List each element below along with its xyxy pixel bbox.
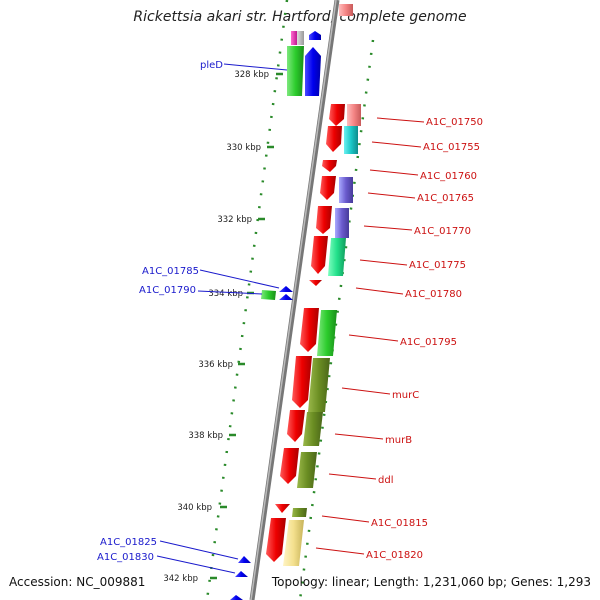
leader-A1C_01830 xyxy=(156,555,236,574)
leader-pleD xyxy=(223,63,288,71)
gene-red-A1C_01820[interactable] xyxy=(266,518,286,562)
label-A1C_01750[interactable]: A1C_01750 xyxy=(426,117,483,128)
leader-A1C_01825 xyxy=(159,540,239,560)
label-A1C_01785[interactable]: A1C_01785 xyxy=(142,266,199,277)
leader-murB xyxy=(334,433,384,440)
leader-A1C_01775 xyxy=(359,259,408,266)
gene-bottom-blue[interactable] xyxy=(230,595,243,600)
left-leader-lines xyxy=(156,63,288,574)
left-gene-labels: pleD A1C_01785 A1C_01790 A1C_01825 A1C_0… xyxy=(97,60,223,563)
gene-A1C_01790-b[interactable] xyxy=(279,294,293,300)
label-murC[interactable]: murC xyxy=(392,390,419,401)
right-leader-lines xyxy=(315,117,425,555)
gene-small-magenta xyxy=(291,31,297,45)
gene-cyan-A1C_01755[interactable] xyxy=(344,126,358,154)
right-gene-labels: A1C_01750 A1C_01755 A1C_01760 A1C_01765 … xyxy=(366,117,483,561)
leader-A1C_01795 xyxy=(348,334,399,342)
gene-olive-A1C_01815[interactable] xyxy=(292,508,307,517)
gene-A1C_01780[interactable] xyxy=(309,280,322,286)
gene-olive-ddl[interactable] xyxy=(297,452,317,488)
leader-A1C_01765 xyxy=(367,192,416,199)
leader-A1C_01755 xyxy=(371,141,422,148)
label-A1C_01820[interactable]: A1C_01820 xyxy=(366,550,423,561)
label-murB[interactable]: murB xyxy=(385,435,412,446)
gene-cream-A1C_01820[interactable] xyxy=(283,520,304,566)
label-ddl[interactable]: ddl xyxy=(378,475,393,486)
label-A1C_01775[interactable]: A1C_01775 xyxy=(409,260,466,271)
reverse-strand-genes xyxy=(266,4,361,566)
tick-label-342: 342 kbp xyxy=(163,574,198,584)
label-A1C_01770[interactable]: A1C_01770 xyxy=(414,226,471,237)
leader-ddl xyxy=(328,473,377,480)
tick-label-336: 336 kbp xyxy=(198,360,233,370)
tick-label-330: 330 kbp xyxy=(226,143,261,153)
gene-pink-A1C_01750[interactable] xyxy=(347,104,361,126)
map-title: Rickettsia akari str. Hartford, complete… xyxy=(133,9,467,25)
label-pleD[interactable]: pleD xyxy=(200,60,223,71)
gene-red-A1C_01765[interactable] xyxy=(320,176,336,200)
gene-purple-A1C_01765[interactable] xyxy=(339,177,353,203)
gene-pleD[interactable] xyxy=(287,46,304,96)
gene-A1C_01790[interactable] xyxy=(261,290,276,300)
leader-A1C_01780 xyxy=(355,287,404,295)
label-A1C_01830[interactable]: A1C_01830 xyxy=(97,552,154,563)
tick-label-332: 332 kbp xyxy=(217,215,252,225)
leader-A1C_01785 xyxy=(199,269,280,289)
leader-A1C_01790 xyxy=(197,290,263,295)
gene-red-A1C_01750[interactable] xyxy=(329,104,345,126)
tick-label-340: 340 kbp xyxy=(177,503,212,513)
gene-red-A1C_01770[interactable] xyxy=(316,206,332,234)
leader-A1C_01815 xyxy=(321,515,370,523)
label-A1C_01760[interactable]: A1C_01760 xyxy=(420,171,477,182)
gene-A1C_01830[interactable] xyxy=(235,571,248,577)
gene-mint-A1C_01775[interactable] xyxy=(328,238,346,276)
gene-olive-murC[interactable] xyxy=(308,358,330,412)
accession-text: Accession: NC_009881 xyxy=(9,575,146,589)
tick-label-328: 328 kbp xyxy=(234,70,269,80)
label-A1C_01795[interactable]: A1C_01795 xyxy=(400,337,457,348)
gene-green-A1C_01795[interactable] xyxy=(317,310,337,356)
label-A1C_01825[interactable]: A1C_01825 xyxy=(100,537,157,548)
leader-A1C_01770 xyxy=(363,225,413,231)
gene-red-A1C_01775[interactable] xyxy=(311,236,328,274)
tick-label-334: 334 kbp xyxy=(208,289,243,299)
label-A1C_01790[interactable]: A1C_01790 xyxy=(139,285,196,296)
label-A1C_01765[interactable]: A1C_01765 xyxy=(417,193,474,204)
gene-A1C_01785[interactable] xyxy=(279,286,293,292)
forward-strand-genes xyxy=(230,31,321,600)
gene-A1C_01815[interactable] xyxy=(275,504,290,513)
gene-purple-A1C_01770[interactable] xyxy=(335,208,349,238)
label-A1C_01815[interactable]: A1C_01815 xyxy=(371,518,428,529)
gene-red-A1C_01795[interactable] xyxy=(300,308,319,352)
leader-murC xyxy=(341,387,391,395)
leader-A1C_01820 xyxy=(315,547,365,555)
leader-A1C_01750 xyxy=(376,117,425,123)
topology-text: Topology: linear; Length: 1,231,060 bp; … xyxy=(271,575,591,589)
gene-red-ddl[interactable] xyxy=(280,448,299,484)
tick-label-338: 338 kbp xyxy=(188,431,223,441)
gene-forward-blue[interactable] xyxy=(305,47,321,96)
tick-labels: 328 kbp 330 kbp 332 kbp 334 kbp 336 kbp … xyxy=(163,70,269,584)
label-A1C_01780[interactable]: A1C_01780 xyxy=(405,289,462,300)
gene-red-murC[interactable] xyxy=(292,356,312,408)
gene-A1C_01760[interactable] xyxy=(322,160,337,172)
gene-red-A1C_01755[interactable] xyxy=(326,126,342,152)
genome-backbone-highlight xyxy=(250,0,337,600)
leader-A1C_01760 xyxy=(369,169,419,176)
gene-olive-murB[interactable] xyxy=(303,412,323,446)
gene-small-gray xyxy=(297,31,304,45)
label-A1C_01755[interactable]: A1C_01755 xyxy=(423,142,480,153)
gene-A1C_01825[interactable] xyxy=(238,556,251,563)
gene-red-murB[interactable] xyxy=(287,410,305,442)
genome-backbone xyxy=(249,0,340,600)
major-tick-marks xyxy=(210,72,283,580)
gene-forward-blue-top[interactable] xyxy=(309,31,321,40)
gene-top-pink xyxy=(339,4,353,16)
